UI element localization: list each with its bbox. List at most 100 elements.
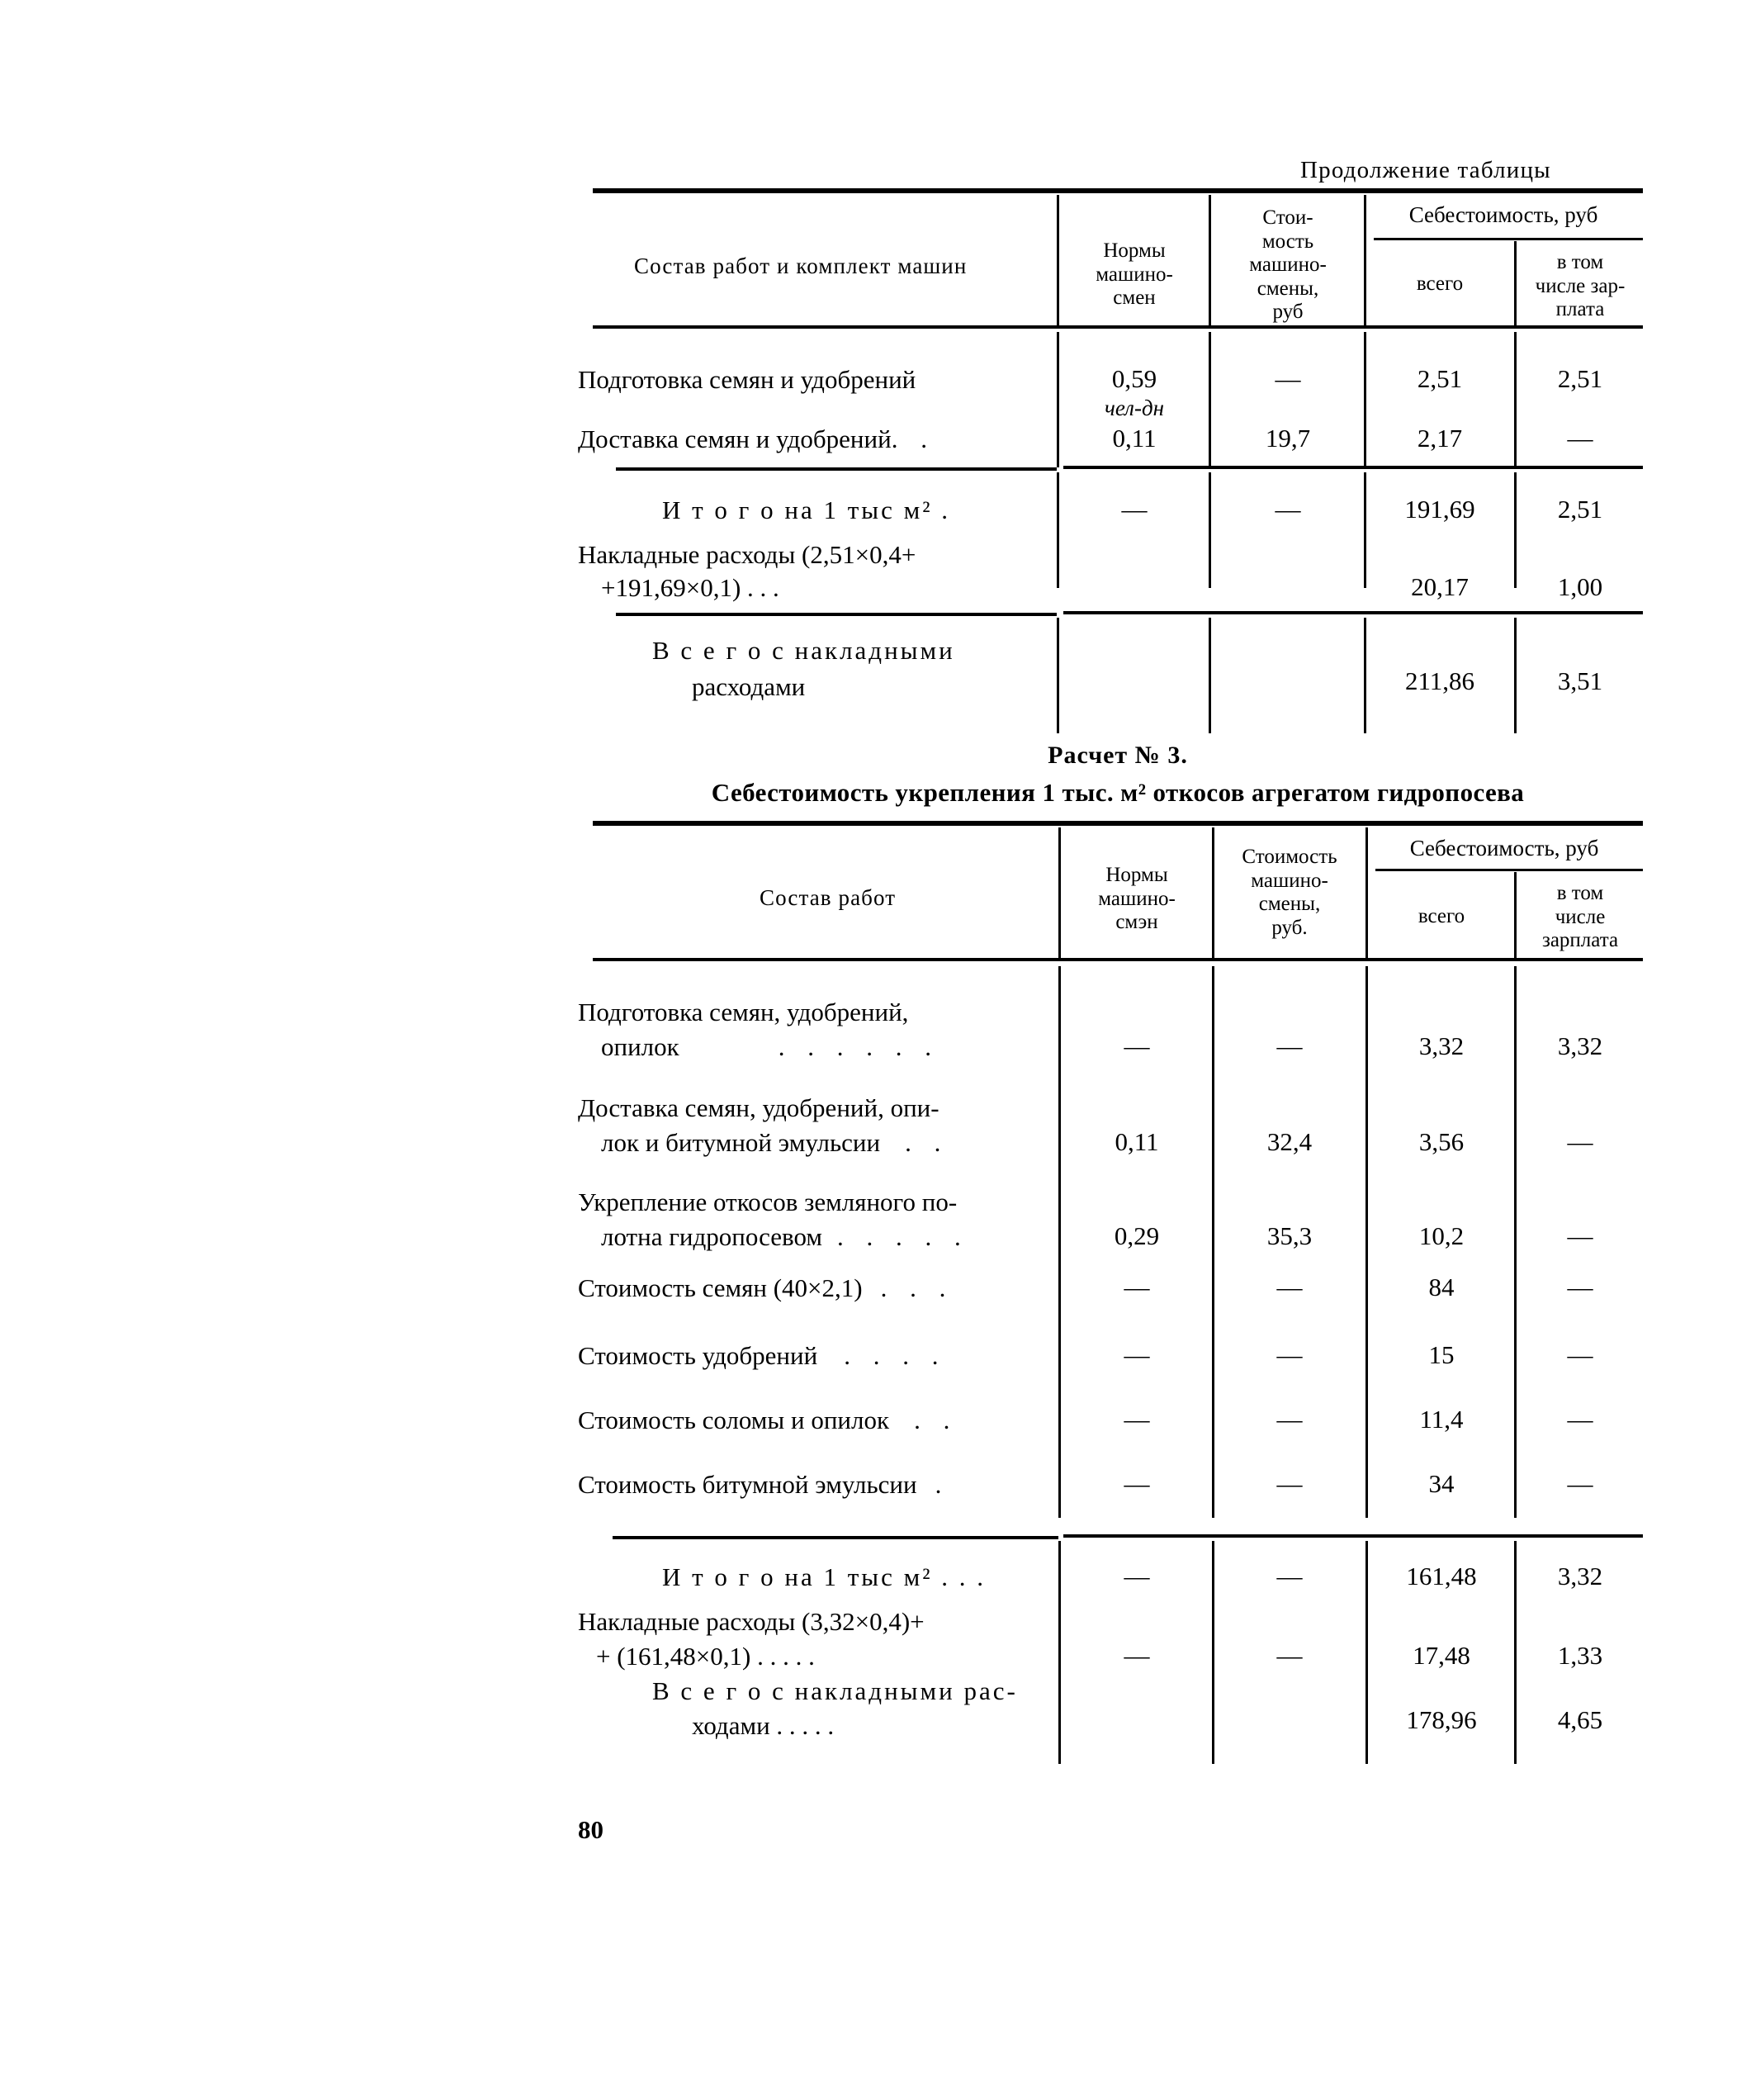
table1-header-norms-line3: смен — [1113, 287, 1156, 309]
leader-dots: . . . . — [844, 1341, 947, 1370]
table1-row-norms: 0,59 — [1111, 364, 1157, 393]
table1-header-salary-line2: числе зар- — [1535, 274, 1626, 297]
table2-sum-col-rule-4 — [1514, 1541, 1517, 1764]
calc3-number: Расчет № 3. — [1048, 742, 1188, 769]
leader-dots: . . . . . . — [778, 1032, 939, 1061]
table2-group-header-cost: Себестоимость, руб — [1409, 836, 1599, 860]
table2-row-salary: — — [1567, 1273, 1593, 1301]
table1-body-col-rule-2 — [1209, 332, 1211, 467]
table2-row-label-text: Стоимость соломы и опилок — [578, 1406, 890, 1434]
table1-subtotal-rule-right — [1063, 466, 1643, 469]
table2-body-col-rule-3 — [1365, 966, 1368, 1518]
table1-row-label: Подготовка семян и удобрений — [578, 365, 916, 394]
continued-table-label: Продолжение таблицы — [1300, 157, 1551, 183]
table2-row-label: Стоимость удобрений . . . . — [578, 1339, 946, 1372]
leader-dots: . . . — [880, 1273, 954, 1302]
table2-row-salary: 3,32 — [1557, 1031, 1603, 1060]
table2-header-total: всего — [1418, 905, 1465, 927]
table1-col-rule-1 — [1057, 195, 1059, 325]
table1-header-norms-line2: машино- — [1096, 263, 1173, 286]
table1-summary-label-line2: +191,69×0,1) . . . — [601, 573, 779, 602]
table1-grand-col-rule-4 — [1514, 618, 1517, 733]
table2-summary-cost-ms: — — [1276, 1562, 1303, 1590]
table2-header-costms-line2: машино- — [1251, 869, 1328, 892]
table1-row-salary: 2,51 — [1557, 364, 1603, 393]
table2-summary-total: 161,48 — [1406, 1562, 1477, 1590]
table2-summary-salary: 3,32 — [1557, 1562, 1603, 1590]
table2-row-total: 34 — [1428, 1469, 1455, 1498]
table1-row-total: 2,17 — [1417, 424, 1463, 453]
table2-row-cost-ms: — — [1276, 1405, 1303, 1434]
table1-grand-salary: 3,51 — [1557, 666, 1603, 695]
table2-header-bottom-rule — [593, 958, 1643, 961]
table1-body-col-rule-1 — [1057, 332, 1059, 467]
table2-row-salary: — — [1567, 1127, 1593, 1156]
table1-group-header-cost: Себестоимость, руб — [1408, 202, 1598, 227]
table1-grand-total: 211,86 — [1404, 666, 1475, 695]
table2-summary-label: Накладные расходы (3,32×0,4)+ — [578, 1607, 925, 1636]
leader-dots: . . . . . — [837, 1222, 969, 1251]
table1-body-col-rule-3 — [1364, 332, 1366, 467]
table1-sum-col-rule-3 — [1364, 472, 1366, 588]
table1-summary-salary: 2,51 — [1557, 495, 1603, 524]
table2-row-label-text: Стоимость семян (40×2,1) — [578, 1273, 863, 1302]
table2-row-total: 3,32 — [1418, 1031, 1465, 1060]
table1-grand-col-rule-3 — [1364, 618, 1366, 733]
table1-header-salary: в том числе зар- плата — [1517, 251, 1643, 322]
table2-header-costms-line4: руб. — [1271, 916, 1308, 939]
table2-row-cost-ms: 35,3 — [1266, 1221, 1313, 1250]
table2-row-cost-ms: — — [1276, 1031, 1303, 1060]
leader-dots: . . — [891, 424, 935, 453]
table1-row-norms: 0,11 — [1112, 424, 1157, 453]
table2-row-cost-ms: — — [1276, 1469, 1303, 1498]
table2-col-rule-2 — [1212, 827, 1214, 960]
table2-row-label: Стоимость семян (40×2,1) . . . — [578, 1272, 954, 1305]
table1-top-rule — [593, 188, 1643, 193]
table2-col-rule-3 — [1365, 827, 1368, 960]
table2-row-cost-ms: — — [1276, 1340, 1303, 1369]
table1-subtotal-rule-left — [616, 467, 1057, 471]
table2-row-label-line2: опилок . . . . . . — [601, 1031, 939, 1064]
table2-row-label-line2: лотна гидропосевом . . . . . — [601, 1221, 969, 1254]
table1-summary-total: 191,69 — [1404, 495, 1475, 524]
table2-grand-salary: 4,65 — [1557, 1705, 1603, 1734]
table2-row-total: 3,56 — [1418, 1127, 1465, 1156]
table1-group-header-rule — [1374, 238, 1643, 240]
table2-top-rule — [593, 821, 1643, 826]
table2-body-col-rule-1 — [1058, 966, 1061, 1518]
page-number: 80 — [578, 1815, 603, 1844]
table2-header-costms-line1: Стоимость — [1242, 846, 1337, 868]
table1-col-rule-3 — [1364, 195, 1366, 325]
table1-summary-total: 20,17 — [1411, 572, 1469, 601]
table2-header-works: Состав работ — [760, 885, 897, 910]
table2-row-label-text2: опилок — [601, 1032, 679, 1061]
table1-row-salary: — — [1567, 424, 1593, 453]
table1-header-norms-line1: Нормы — [1103, 239, 1166, 262]
table2-row-label-text2: лок и битумной эмульсии — [601, 1128, 881, 1157]
table2-body-col-rule-4 — [1514, 966, 1517, 1518]
table2-row-norms: — — [1124, 1273, 1150, 1301]
table2-header-costms-line3: смены, — [1258, 893, 1321, 915]
table1-row-norms-note: чел-дн — [1104, 396, 1164, 420]
table1-sum-col-rule-1 — [1057, 472, 1059, 588]
table2-summary-total: 17,48 — [1413, 1641, 1470, 1670]
table1-header-total: всего — [1416, 273, 1464, 295]
table1-body-col-rule-4 — [1514, 332, 1517, 467]
table2-row-total: 11,4 — [1419, 1405, 1464, 1434]
table2-header-norms: Нормы машино- смэн — [1063, 864, 1210, 935]
table1-summary-label: Накладные расходы (2,51×0,4+ — [578, 540, 916, 569]
leader-dots: . . — [914, 1406, 958, 1434]
table2-summary-salary: 1,33 — [1557, 1641, 1603, 1670]
table2-summary-norms: — — [1124, 1641, 1150, 1670]
table2-subtotal-rule-left — [613, 1536, 1058, 1539]
table2-col-rule-4 — [1514, 872, 1517, 960]
leader-dots: . . — [905, 1128, 949, 1157]
table2-row-salary: — — [1567, 1405, 1593, 1434]
table1-grand-rule-right — [1063, 611, 1643, 614]
table2-body-col-rule-2 — [1212, 966, 1214, 1518]
table1-grand-label: В с е г о с накладными — [652, 636, 955, 665]
table2-row-norms: — — [1124, 1469, 1150, 1498]
table2-row-norms: — — [1124, 1340, 1150, 1369]
table2-row-total: 10,2 — [1418, 1221, 1465, 1250]
table2-summary-cost-ms: — — [1276, 1641, 1303, 1670]
